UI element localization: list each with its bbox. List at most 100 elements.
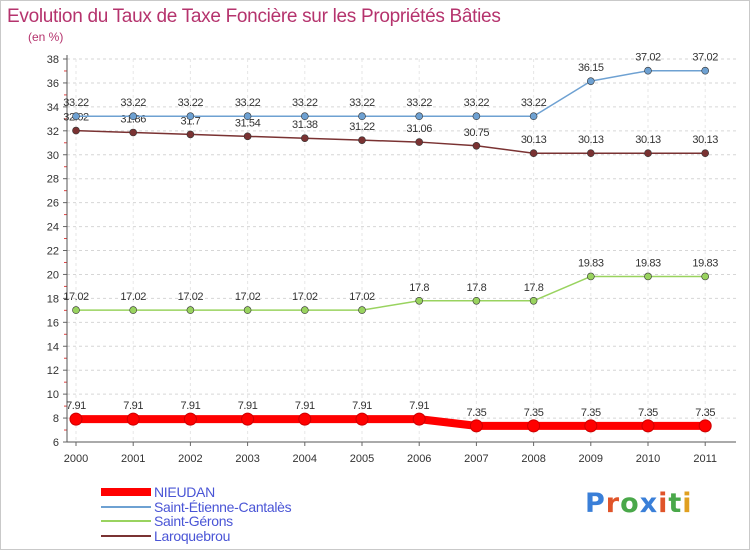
data-point [243, 306, 252, 314]
x-tick-label: 2006 [407, 453, 431, 465]
data-label: 17.02 [292, 291, 318, 303]
y-tick-label: 10 [47, 389, 59, 401]
data-point [527, 419, 541, 433]
y-tick-label: 20 [47, 269, 59, 281]
data-label: 33.22 [521, 97, 547, 109]
data-point [300, 134, 309, 143]
data-label: 7.91 [66, 400, 86, 412]
data-label: 7.91 [352, 400, 372, 412]
logo-letter: t [668, 488, 683, 519]
y-tick-label: 32 [47, 126, 59, 138]
data-label: 7.91 [123, 400, 143, 412]
y-tick-label: 38 [47, 54, 59, 66]
x-tick-label: 2010 [636, 453, 660, 465]
data-point [129, 112, 137, 121]
data-point [355, 412, 369, 426]
y-tick-label: 12 [47, 365, 59, 377]
data-label: 7.91 [409, 400, 429, 412]
data-label: 33.22 [292, 97, 318, 109]
data-point [644, 149, 652, 157]
data-label: 7.35 [466, 407, 486, 419]
data-label: 19.83 [578, 257, 604, 269]
data-label: 30.75 [464, 127, 490, 139]
data-label: 31.54 [235, 117, 261, 129]
data-label: 7.35 [524, 407, 544, 419]
y-tick-label: 6 [53, 437, 59, 449]
legend: NIEUDAN Saint-Étienne-Cantalès Saint-Géron… [101, 484, 401, 544]
y-tick-label: 34 [47, 102, 59, 114]
data-point [641, 419, 655, 433]
data-point [358, 136, 366, 144]
data-point [126, 412, 140, 426]
data-label: 33.22 [178, 97, 204, 109]
x-tick-label: 2007 [464, 453, 488, 465]
x-tick-label: 2005 [350, 453, 374, 465]
logo-letter: x [639, 488, 659, 519]
data-point [529, 149, 538, 157]
x-tick-label: 2009 [579, 453, 603, 465]
data-point [129, 128, 137, 137]
y-tick-label: 36 [47, 78, 59, 90]
data-point [72, 126, 80, 135]
data-label: 7.91 [295, 400, 315, 412]
data-point [300, 112, 309, 121]
data-label: 30.13 [692, 134, 718, 146]
data-label: 33.22 [349, 97, 375, 109]
y-tick-label: 14 [47, 341, 59, 353]
data-label: 17.8 [409, 282, 429, 294]
y-tick-label: 16 [47, 317, 59, 329]
data-label: 17.8 [466, 282, 486, 294]
x-tick-label: 2003 [235, 453, 259, 465]
data-point [183, 412, 197, 426]
data-point [584, 419, 598, 433]
data-label: 33.22 [406, 97, 432, 109]
data-point [186, 306, 195, 314]
data-point [586, 149, 595, 157]
logo-letter: r [605, 488, 621, 519]
data-label: 7.35 [581, 407, 601, 419]
series-line-saint-gerons [75, 275, 706, 311]
data-label: 31.7 [180, 115, 200, 127]
legend-label: Saint-Gérons [154, 513, 233, 529]
data-point [129, 306, 137, 314]
y-axis-unit-label: (en %) [28, 30, 64, 44]
x-tick-label: 2004 [293, 453, 317, 465]
x-tick-label: 2008 [521, 453, 545, 465]
data-label: 17.8 [524, 282, 544, 294]
data-point [698, 419, 712, 433]
data-point [701, 272, 710, 281]
y-tick-label: 24 [47, 222, 59, 234]
data-point [186, 130, 195, 139]
data-point [300, 306, 309, 314]
data-label: 19.83 [692, 257, 718, 269]
data-point [69, 412, 83, 426]
data-point [644, 66, 652, 75]
x-tick-label: 2000 [64, 453, 88, 465]
x-tick-label: 2001 [121, 453, 145, 465]
data-point [469, 419, 483, 433]
data-label: 31.06 [406, 123, 432, 135]
data-label: 19.83 [635, 257, 661, 269]
legend-item-saint-etienne-cantales: Saint-Étienne-Cantalès [101, 499, 401, 515]
data-label: 17.02 [63, 291, 89, 303]
data-point [72, 306, 80, 314]
y-tick-label: 22 [47, 246, 59, 258]
data-label: 30.13 [635, 134, 661, 146]
data-point [415, 296, 424, 305]
y-tick-label: 8 [53, 413, 59, 425]
logo-letter: i [658, 488, 669, 519]
legend-item-saint-gerons: Saint-Gérons [101, 513, 401, 529]
data-label: 33.22 [63, 97, 89, 109]
data-point [529, 296, 538, 305]
data-label: 17.02 [235, 291, 261, 303]
data-label: 37.02 [635, 52, 661, 64]
data-point [186, 112, 195, 121]
series-line-laroquebrou [75, 129, 706, 154]
legend-swatch [101, 488, 151, 496]
data-label: 17.02 [120, 291, 146, 303]
data-label: 30.13 [521, 134, 547, 146]
data-point [415, 112, 424, 121]
data-point [472, 112, 481, 121]
series-line-nieudan [72, 415, 710, 430]
